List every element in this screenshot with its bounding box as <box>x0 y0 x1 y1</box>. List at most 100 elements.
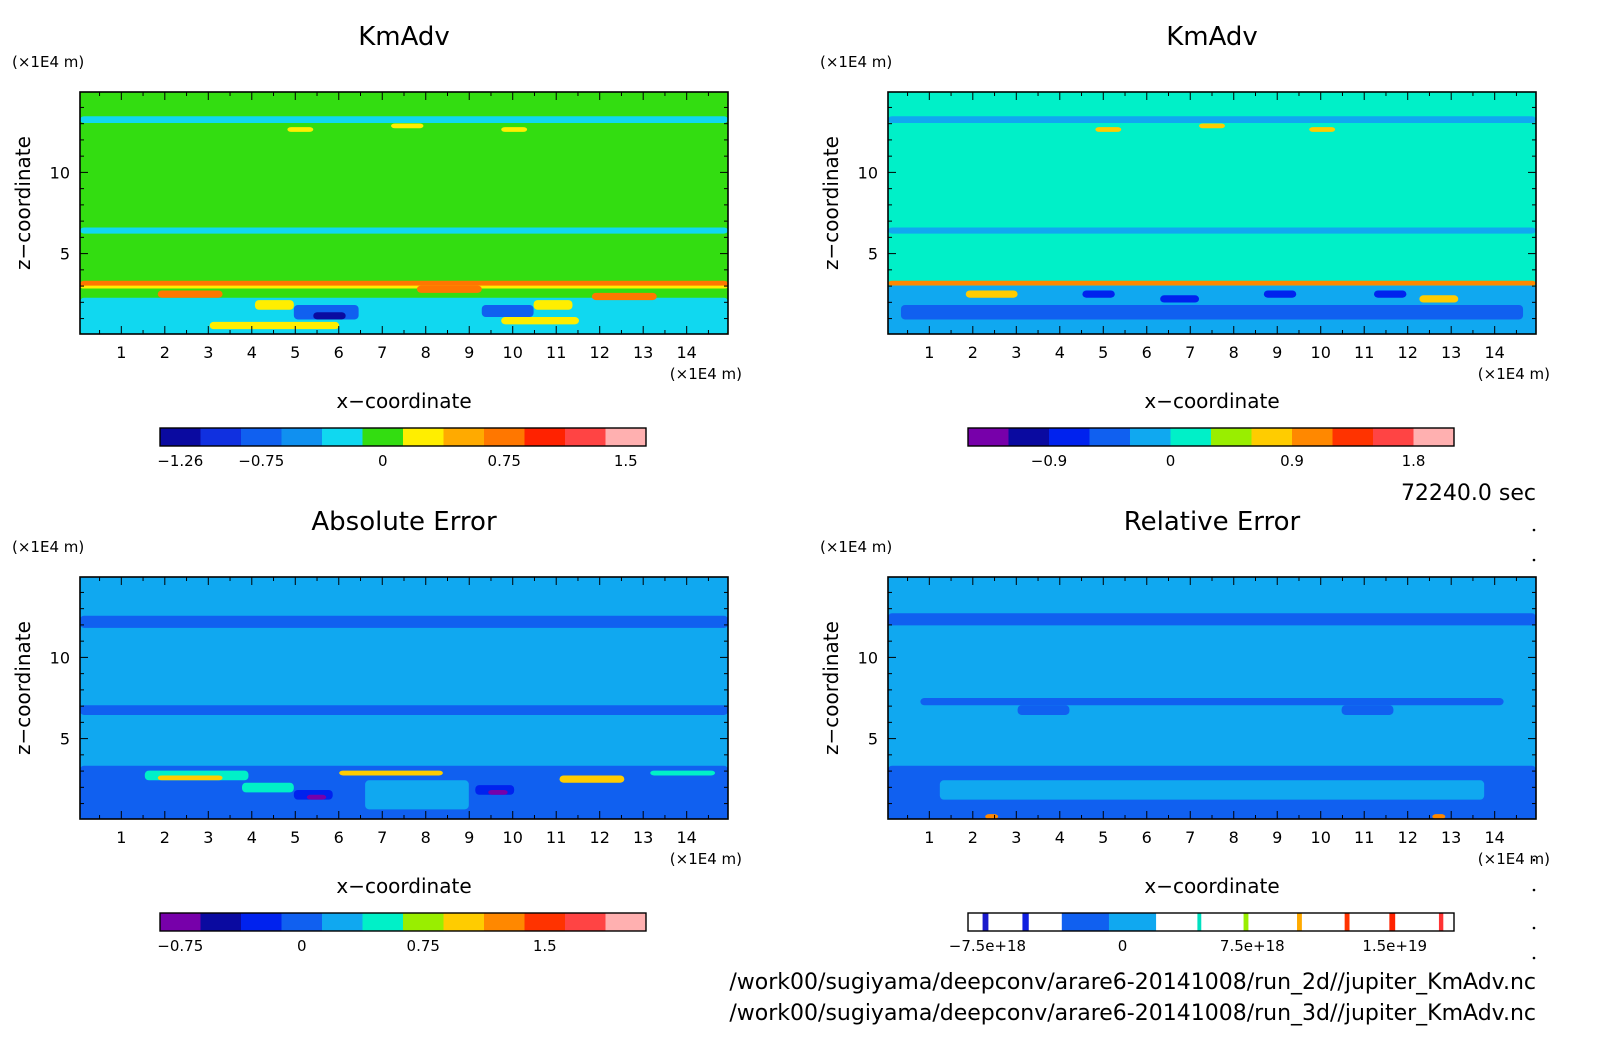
colorbar-tick-label: −1.26 <box>157 452 203 470</box>
x-tick-label: 13 <box>633 343 653 362</box>
contour-region <box>900 304 1524 320</box>
contour-region <box>965 290 1018 298</box>
x-tick-label: 1 <box>116 828 126 847</box>
colorbar-segment <box>443 428 485 446</box>
x-unit-label: (×1E4 m) <box>670 365 742 383</box>
contour-region <box>1419 295 1459 303</box>
colorbar-segment <box>1389 913 1396 931</box>
x-tick-label: 14 <box>677 343 697 362</box>
x-tick-label: 14 <box>1485 828 1505 847</box>
contour-region <box>242 782 294 793</box>
colorbar-segment <box>968 428 1009 446</box>
colorbar-tick-label: 1.8 <box>1402 452 1426 470</box>
colorbar-tick-label: 0.75 <box>407 937 440 955</box>
x-tick-label: 4 <box>247 828 257 847</box>
x-tick-label: 13 <box>1441 828 1461 847</box>
chart-title: Absolute Error <box>311 507 497 537</box>
chart-title: Relative Error <box>1124 507 1301 537</box>
contour-region <box>80 297 728 334</box>
colorbar-tick-label: −0.75 <box>157 937 203 955</box>
margin-dot <box>1532 888 1536 892</box>
colorbar-segment <box>1089 428 1131 446</box>
contour-region <box>533 300 573 310</box>
x-tick-label: 2 <box>968 828 978 847</box>
colorbar-segment <box>322 428 363 446</box>
y-tick-label: 10 <box>858 648 878 667</box>
contour-field <box>888 116 1536 334</box>
colorbar-segment <box>443 913 485 931</box>
chart-title: KmAdv <box>358 22 450 52</box>
colorbar-segment <box>403 913 444 931</box>
x-tick-label: 8 <box>1229 343 1239 362</box>
colorbar-segment <box>988 913 1023 931</box>
colorbar-segment <box>1297 913 1303 931</box>
contour-region <box>80 615 728 628</box>
colorbar-segment <box>1156 913 1198 931</box>
chart-title: KmAdv <box>1166 22 1258 52</box>
contour-region <box>80 705 728 715</box>
colorbar-segment <box>982 913 989 931</box>
colorbar-segment <box>1197 913 1202 931</box>
contour-region <box>80 116 728 123</box>
x-tick-label: 7 <box>1185 343 1195 362</box>
y-tick-label: 5 <box>60 245 70 264</box>
x-tick-label: 12 <box>590 343 610 362</box>
x-tick-label: 7 <box>377 828 387 847</box>
contour-region <box>157 775 223 781</box>
colorbar-segment <box>1049 428 1090 446</box>
x-tick-label: 5 <box>1098 343 1108 362</box>
colorbar-segment <box>1292 428 1333 446</box>
colorbar-tick-label: 0 <box>378 452 388 470</box>
x-tick-label: 8 <box>1229 828 1239 847</box>
contour-region <box>888 280 1536 286</box>
colorbar-segment <box>1413 428 1455 446</box>
colorbar-tick-label: 0.75 <box>488 452 521 470</box>
contour-region <box>1432 814 1446 819</box>
colorbar-segment <box>1438 913 1444 931</box>
contour-region <box>939 780 1485 800</box>
x-tick-label: 6 <box>1142 343 1152 362</box>
x-axis-label: x−coordinate <box>336 389 471 413</box>
x-tick-label: 4 <box>1055 828 1065 847</box>
colorbar-segment <box>1251 428 1293 446</box>
contour-region <box>157 290 223 298</box>
colorbar-segment <box>160 913 201 931</box>
y-unit-label: (×1E4 m) <box>820 53 892 71</box>
colorbar-segment <box>200 913 242 931</box>
x-tick-label: 9 <box>464 828 474 847</box>
y-unit-label: (×1E4 m) <box>12 53 84 71</box>
contour-region <box>1017 705 1070 715</box>
x-tick-label: 8 <box>421 828 431 847</box>
colorbar-segment <box>484 913 525 931</box>
x-tick-label: 11 <box>1354 343 1374 362</box>
colorbar-tick-label: 7.5e+18 <box>1220 937 1285 955</box>
colorbar-segment <box>1344 913 1351 931</box>
x-axis-label: x−coordinate <box>1144 389 1279 413</box>
contour-region <box>1341 705 1394 715</box>
colorbar-segment <box>281 428 323 446</box>
colorbar-segment <box>1332 428 1374 446</box>
colorbar-segment <box>241 913 282 931</box>
contour-region <box>80 227 728 234</box>
colorbar-segment <box>362 428 404 446</box>
y-tick-label: 10 <box>50 648 70 667</box>
x-tick-label: 5 <box>290 828 300 847</box>
contour-region <box>920 698 1504 706</box>
colorbar-segment <box>362 913 404 931</box>
x-tick-label: 2 <box>160 828 170 847</box>
contour-region <box>888 613 1536 626</box>
colorbar-tick-label: 1.5 <box>533 937 557 955</box>
y-tick-label: 5 <box>868 245 878 264</box>
colorbar-segment <box>1022 913 1030 931</box>
colorbar: −1.26 −0.75 0 0.75 1.5 <box>157 427 647 470</box>
colorbar-tick-label: −0.75 <box>238 452 284 470</box>
x-tick-label: 11 <box>546 828 566 847</box>
colorbar-tick-label: −7.5e+18 <box>949 937 1026 955</box>
colorbar-tick-label: −0.9 <box>1031 452 1067 470</box>
colorbar-segment <box>1248 913 1298 931</box>
colorbar-segment <box>1170 428 1212 446</box>
contour-region <box>1160 295 1200 303</box>
contour-region <box>501 127 528 132</box>
contour-region <box>1309 127 1336 132</box>
colorbar-segment <box>968 913 984 931</box>
